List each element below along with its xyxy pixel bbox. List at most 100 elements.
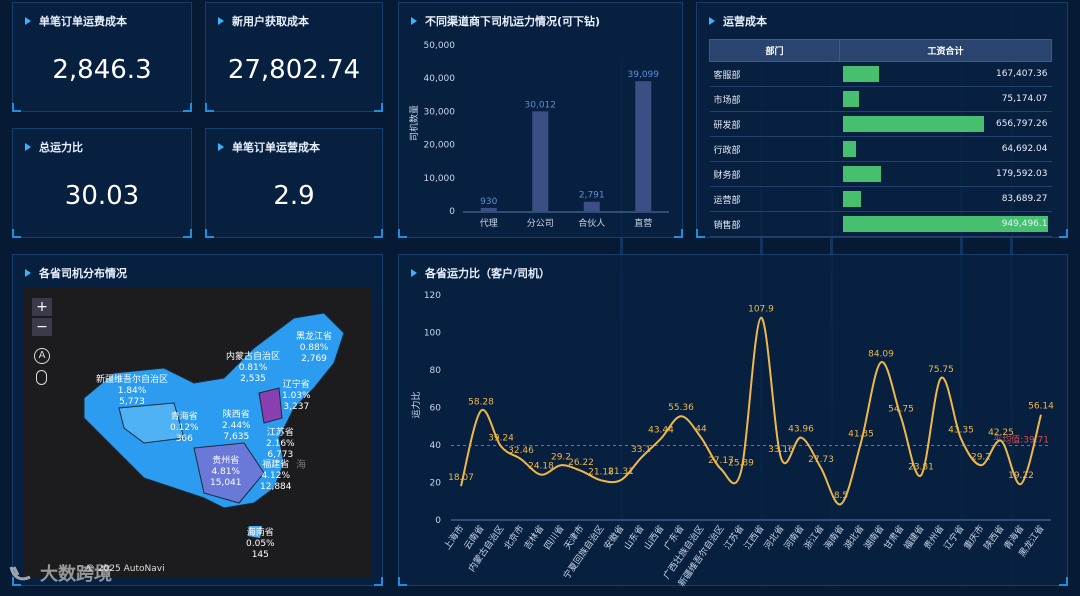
channel-bar-chart[interactable]: 50,000 40,000 30,000 20,000 10,000 0 司机数量 930 代理… — [399, 3, 684, 239]
y-tick-label: 80 — [430, 366, 442, 376]
y-axis-label: 司机数量 — [408, 105, 420, 141]
bar-value-label: 39,099 — [628, 70, 660, 80]
x-tick-label: 河北省 — [761, 523, 786, 552]
map-label-name: 贵州省 — [212, 456, 240, 466]
dept-cell: 市场部 — [709, 86, 840, 112]
column-header-dept[interactable]: 部门 — [709, 39, 840, 62]
salary-bar — [842, 166, 882, 182]
x-tick-label: 海南省 — [821, 523, 846, 552]
salary-value: 656,797.26 — [995, 119, 1048, 129]
map-label: 江苏省 2.16% 6,773 — [266, 428, 295, 461]
map-label-count: 12,884 — [260, 482, 292, 492]
dept-cell: 财务部 — [709, 161, 840, 187]
x-tick-label: 贵州省 — [921, 523, 946, 552]
bar[interactable] — [532, 111, 549, 211]
point-value-label: 33.16 — [768, 445, 794, 455]
x-tick-label: 四川省 — [541, 523, 566, 552]
salary-bar — [842, 191, 861, 207]
salary-value: 179,592.03 — [995, 169, 1048, 179]
map-label: 福建省 4.12% 12,884 — [260, 460, 292, 493]
y-tick-label: 10,000 — [424, 174, 456, 184]
kpi-label: 总运力比 — [39, 141, 83, 154]
point-value-label: 41.35 — [848, 429, 874, 439]
x-tick-label: 直营 — [634, 217, 652, 229]
point-value-label: 26.22 — [568, 458, 594, 468]
table-row[interactable]: 客服部 167,407.36 — [709, 61, 1052, 87]
salary-value: 64,692.04 — [1001, 144, 1048, 154]
bar-value-label: 30,012 — [525, 100, 557, 110]
map-label-pct: 0.05% — [246, 539, 275, 549]
kpi-order-operation-cost: 单笔订单运营成本 2.9 — [205, 128, 383, 238]
salary-value: 83,689.27 — [1001, 194, 1048, 204]
map-label-name: 陕西省 — [222, 410, 250, 420]
salary-cell: 656,797.26 — [839, 111, 1052, 137]
ratio-line-chart[interactable]: 020406080100120运力比平均值:39.7118.07上海市58.28… — [399, 255, 1069, 587]
compass-icon[interactable]: A — [34, 348, 50, 364]
kpi-label: 单笔订单运营成本 — [232, 141, 320, 154]
salary-cell: 83,689.27 — [839, 186, 1052, 212]
x-tick-label: 浙江省 — [801, 523, 826, 552]
point-value-label: 43.96 — [788, 425, 814, 435]
ratio-chart-panel: 各省运力比（客户/司机） 0 20 40 60 80 100 120 运力比 平均值:39.71… — [398, 254, 1069, 587]
kpi-value: 2,846.3 — [52, 55, 152, 85]
salary-bar — [842, 66, 879, 82]
x-tick-label: 山东省 — [621, 523, 646, 552]
panel-title: 各省司机分布情况 — [39, 267, 127, 280]
salary-value: 167,407.36 — [995, 69, 1048, 79]
dept-cell: 行政部 — [709, 136, 840, 162]
salary-cell: 949,496.1 — [839, 211, 1052, 237]
table-row[interactable]: 销售部 949,496.1 — [709, 211, 1052, 237]
x-tick-label: 陕西省 — [981, 523, 1006, 552]
series-line[interactable] — [460, 316, 1042, 506]
map-label-pct: 1.84% — [117, 386, 147, 396]
column-header-salary[interactable]: 工资合计 — [839, 39, 1052, 62]
y-tick-label: 30,000 — [424, 107, 456, 117]
x-tick-label: 合伙人 — [578, 217, 605, 229]
op-cost-panel: 运营成本 部门 工资合计 客服部 167,407.36 市场部 75,174.07 研发… — [696, 2, 1068, 238]
map-label-count: 2,769 — [301, 354, 327, 364]
table-row[interactable]: 财务部 179,592.03 — [709, 161, 1052, 187]
point-value-label: 75.75 — [928, 365, 954, 375]
point-value-label: 43.44 — [648, 426, 674, 436]
map-label-count: 2,535 — [240, 374, 266, 384]
bar[interactable] — [583, 201, 600, 211]
y-tick-label: 60 — [430, 404, 442, 414]
x-tick-label: 吉林省 — [521, 523, 546, 552]
table-row[interactable]: 研发部 656,797.26 — [709, 111, 1052, 137]
point-value-label: 24.18 — [528, 462, 554, 472]
map-label: 青海省 0.12% 366 — [170, 412, 199, 445]
bar[interactable] — [480, 207, 497, 211]
x-tick-label: 湖南省 — [861, 523, 886, 552]
salary-bar — [842, 141, 857, 157]
y-tick-label: 50,000 — [424, 41, 456, 51]
kpi-capacity-ratio: 总运力比 30.03 — [12, 128, 192, 238]
table-row[interactable]: 运营部 83,689.27 — [709, 186, 1052, 212]
y-tick-label: 0 — [449, 207, 455, 217]
china-map-shapes[interactable] — [24, 288, 372, 578]
table-row[interactable]: 行政部 64,692.04 — [709, 136, 1052, 162]
salary-bar — [842, 116, 985, 132]
map-label-count: 7,635 — [223, 432, 250, 442]
zoom-out-button[interactable]: − — [32, 318, 52, 336]
y-tick-label: 20 — [430, 479, 442, 489]
bar[interactable] — [635, 81, 652, 212]
point-value-label: 39.24 — [488, 433, 514, 443]
caret-right-icon — [25, 17, 31, 25]
brand-logo: 大数跨境 — [8, 560, 112, 586]
table-row[interactable]: 市场部 75,174.07 — [709, 86, 1052, 112]
y-tick-label: 40,000 — [424, 74, 456, 84]
x-tick-label: 河南省 — [781, 523, 806, 552]
bar-value-label: 2,791 — [579, 191, 605, 201]
caret-right-icon — [218, 143, 224, 151]
mouse-icon[interactable] — [36, 370, 47, 385]
point-value-label: 21.18 — [588, 467, 614, 477]
x-tick-label: 辽宁省 — [941, 523, 966, 552]
panel-title: 运营成本 — [723, 15, 767, 28]
x-tick-label: 湖北省 — [841, 523, 866, 552]
map-label-name: 江苏省 — [266, 428, 294, 438]
province-map[interactable]: + − A 新疆维吾尔自治区 1.84% 5,773 内蒙古自治区 0.81% 2,535… — [24, 288, 372, 578]
map-label-pct: 0.88% — [299, 343, 329, 353]
zoom-in-button[interactable]: + — [32, 298, 52, 316]
kpi-value: 2.9 — [273, 181, 315, 211]
point-value-label: 43.35 — [948, 426, 974, 436]
